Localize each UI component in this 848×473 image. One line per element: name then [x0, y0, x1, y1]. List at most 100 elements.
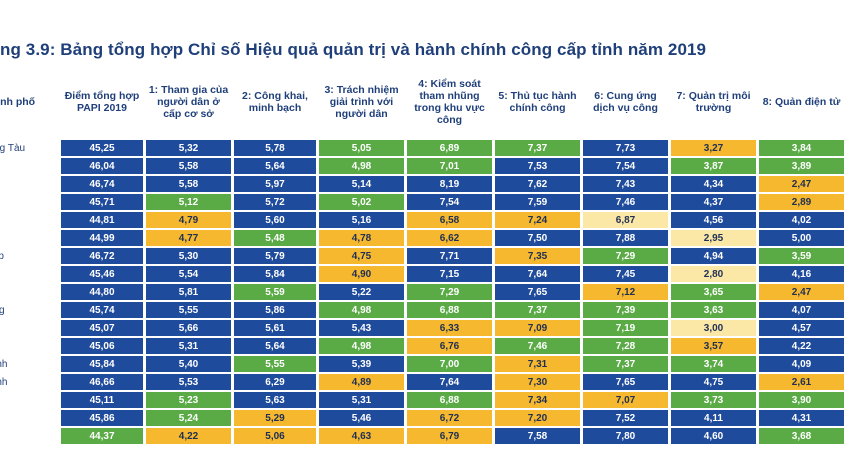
cell-admin-procedures: 7,59 [495, 194, 580, 210]
cell-environment: 2,95 [671, 230, 756, 246]
cell-corruption-control: 7,29 [407, 284, 492, 300]
cell-papi-total: 44,37 [61, 428, 143, 444]
header-province: tỉnh/ nh phố [0, 66, 58, 138]
cell-admin-procedures: 7,24 [495, 212, 580, 228]
cell-papi-total: 45,07 [61, 320, 143, 336]
cell-transparency: 5,84 [234, 266, 316, 282]
cell-corruption-control: 7,64 [407, 374, 492, 390]
header-participation: 1: Tham gia của người dân ở cấp cơ sở [146, 66, 231, 138]
cell-e-governance: 2,47 [759, 284, 844, 300]
cell-papi-total: 45,71 [61, 194, 143, 210]
cell-participation: 4,77 [146, 230, 231, 246]
table-row: Bình45,075,665,615,436,337,097,193,004,5… [0, 320, 844, 336]
table-row: a-Vũng Tàu45,255,325,785,056,897,377,733… [0, 140, 844, 156]
cell-accountability: 5,43 [319, 320, 404, 336]
cell-environment: 4,11 [671, 410, 756, 426]
cell-papi-total: 45,25 [61, 140, 143, 156]
cell-participation: 4,79 [146, 212, 231, 228]
cell-corruption-control: 8,19 [407, 176, 492, 192]
cell-environment: 2,80 [671, 266, 756, 282]
cell-public-services: 7,45 [583, 266, 668, 282]
cell-admin-procedures: 7,65 [495, 284, 580, 300]
province-name: ng Ninh [0, 374, 58, 390]
table-row: nh44,805,815,595,227,297,657,123,652,47 [0, 284, 844, 300]
cell-transparency: 5,72 [234, 194, 316, 210]
province-name: Huế [0, 410, 58, 426]
cell-admin-procedures: 7,58 [495, 428, 580, 444]
cell-transparency: 5,97 [234, 176, 316, 192]
cell-public-services: 7,12 [583, 284, 668, 300]
cell-public-services: 7,28 [583, 338, 668, 354]
cell-corruption-control: 6,89 [407, 140, 492, 156]
table-row: ng Bình45,845,405,555,397,007,317,373,74… [0, 356, 844, 372]
cell-admin-procedures: 7,09 [495, 320, 580, 336]
cell-participation: 5,53 [146, 374, 231, 390]
cell-environment: 4,56 [671, 212, 756, 228]
cell-accountability: 5,05 [319, 140, 404, 156]
cell-participation: 5,31 [146, 338, 231, 354]
cell-accountability: 4,89 [319, 374, 404, 390]
cell-participation: 5,58 [146, 158, 231, 174]
cell-accountability: 4,90 [319, 266, 404, 282]
cell-admin-procedures: 7,35 [495, 248, 580, 264]
cell-accountability: 4,98 [319, 338, 404, 354]
header-papi-total: Điểm tổng hợp PAPI 2019 [61, 66, 143, 138]
cell-environment: 3,57 [671, 338, 756, 354]
cell-accountability: 5,22 [319, 284, 404, 300]
cell-admin-procedures: 7,46 [495, 338, 580, 354]
cell-papi-total: 44,99 [61, 230, 143, 246]
cell-corruption-control: 6,88 [407, 392, 492, 408]
cell-e-governance: 3,68 [759, 428, 844, 444]
cell-corruption-control: 6,33 [407, 320, 492, 336]
cell-participation: 4,22 [146, 428, 231, 444]
province-name: Nẵng [0, 230, 58, 246]
cell-transparency: 6,29 [234, 374, 316, 390]
cell-e-governance: 4,16 [759, 266, 844, 282]
table-row: g Tháp46,725,305,794,757,717,357,294,943… [0, 248, 844, 264]
cell-participation: 5,54 [146, 266, 231, 282]
cell-papi-total: 45,06 [61, 338, 143, 354]
table-row: Nẵng44,994,775,484,786,627,507,882,955,0… [0, 230, 844, 246]
table-row: iang44,374,225,064,636,797,587,804,603,6… [0, 428, 844, 444]
cell-participation: 5,58 [146, 176, 231, 192]
cell-public-services: 7,29 [583, 248, 668, 264]
cell-accountability: 5,39 [319, 356, 404, 372]
province-name: Đăng [0, 212, 58, 228]
cell-transparency: 5,86 [234, 302, 316, 318]
province-name: nh [0, 284, 58, 300]
cell-transparency: 5,64 [234, 338, 316, 354]
cell-e-governance: 4,02 [759, 212, 844, 228]
cell-papi-total: 46,66 [61, 374, 143, 390]
cell-public-services: 7,65 [583, 374, 668, 390]
cell-accountability: 5,14 [319, 176, 404, 192]
cell-participation: 5,24 [146, 410, 231, 426]
cell-transparency: 5,06 [234, 428, 316, 444]
cell-participation: 5,30 [146, 248, 231, 264]
cell-e-governance: 4,22 [759, 338, 844, 354]
cell-e-governance: 2,61 [759, 374, 844, 390]
papi-table-wrapper: tỉnh/ nh phố Điểm tổng hợp PAPI 2019 1: … [0, 64, 847, 446]
cell-public-services: 7,43 [583, 176, 668, 192]
cell-papi-total: 46,72 [61, 248, 143, 264]
header-public-services: 6: Cung ứng dịch vụ công [583, 66, 668, 138]
province-name: ng Bình [0, 356, 58, 372]
cell-admin-procedures: 7,37 [495, 302, 580, 318]
cell-transparency: 5,29 [234, 410, 316, 426]
cell-corruption-control: 6,79 [407, 428, 492, 444]
cell-admin-procedures: 7,62 [495, 176, 580, 192]
cell-transparency: 5,64 [234, 158, 316, 174]
cell-admin-procedures: 7,53 [495, 158, 580, 174]
cell-e-governance: 3,84 [759, 140, 844, 156]
cell-participation: 5,32 [146, 140, 231, 156]
table-header: tỉnh/ nh phố Điểm tổng hợp PAPI 2019 1: … [0, 66, 844, 138]
cell-admin-procedures: 7,37 [495, 140, 580, 156]
cell-corruption-control: 7,71 [407, 248, 492, 264]
table-row: ng Ninh46,665,536,294,897,647,307,654,75… [0, 374, 844, 390]
table-row: Cai45,065,315,644,986,767,467,283,574,22 [0, 338, 844, 354]
cell-participation: 5,55 [146, 302, 231, 318]
cell-environment: 4,34 [671, 176, 756, 192]
papi-table: tỉnh/ nh phố Điểm tổng hợp PAPI 2019 1: … [0, 64, 847, 446]
cell-accountability: 4,75 [319, 248, 404, 264]
cell-corruption-control: 6,62 [407, 230, 492, 246]
cell-public-services: 7,46 [583, 194, 668, 210]
